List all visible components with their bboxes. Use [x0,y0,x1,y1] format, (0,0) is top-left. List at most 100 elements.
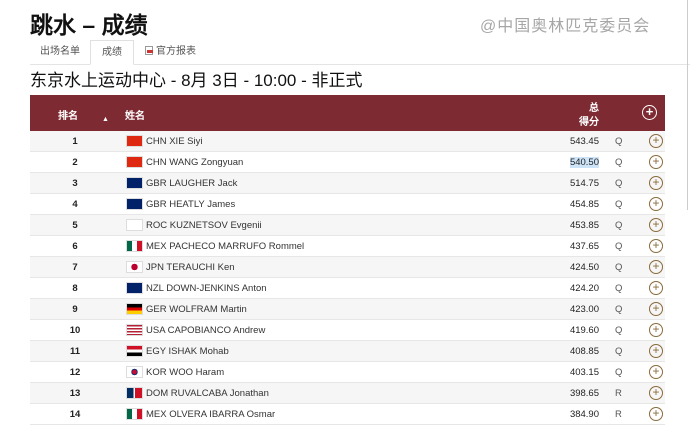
table-row[interactable]: 9 GER WOLFRAM Martin 423.00 Q + [30,299,665,320]
table-row[interactable]: 10 USA CAPOBIANCO Andrew 419.60 Q + [30,320,665,341]
table-row[interactable]: 12 KOR WOO Haram 403.15 Q + [30,362,665,383]
tab-results[interactable]: 成绩 [90,40,134,65]
rank: 8 [72,283,78,294]
watermark: @中国奥林匹克委员会 [480,18,651,35]
athlete-name[interactable]: MEX OLVERA IBARRA Osmar [146,409,276,420]
qualification-mark: Q [615,220,623,231]
athlete-name[interactable]: GER WOLFRAM Martin [146,304,247,315]
table-row[interactable]: 7 JPN TERAUCHI Ken 424.50 Q + [30,257,665,278]
flag-icon-egy [126,345,143,357]
expand-row-icon[interactable]: + [649,365,663,379]
header-total-2: 得分 [579,117,599,128]
qualification-mark: Q [615,262,623,273]
flag-icon-jpn [126,261,143,273]
qualification-mark: Q [615,157,623,168]
header-total-1: 总 [589,103,599,114]
athlete-name[interactable]: MEX PACHECO MARRUFO Rommel [146,241,305,252]
expand-row-icon[interactable]: + [649,344,663,358]
table-row[interactable]: 1 CHN XIE Siyi 543.45 Q + [30,131,665,152]
flag-icon-mex [126,408,143,420]
tab-start-list[interactable]: 出场名单 [40,46,80,57]
athlete-name[interactable]: EGY ISHAK Mohab [146,346,229,357]
qualification-mark: Q [615,178,623,189]
table-row[interactable]: 8 NZL DOWN-JENKINS Anton 424.20 Q + [30,278,665,299]
table-row[interactable]: 3 GBR LAUGHER Jack 514.75 Q + [30,173,665,194]
header-rank[interactable]: 排名 [58,111,78,122]
qualification-mark: Q [615,283,623,294]
qualification-mark: Q [615,325,623,336]
expand-row-icon[interactable]: + [649,323,663,337]
rank: 7 [72,262,78,273]
rank: 2 [72,157,78,168]
expand-row-icon[interactable]: + [649,239,663,253]
qualification-mark: Q [615,199,623,210]
expand-row-icon[interactable]: + [649,176,663,190]
athlete-name[interactable]: KOR WOO Haram [146,367,225,378]
page-title: 跳水 – 成绩 [30,12,148,38]
expand-row-icon[interactable]: + [649,218,663,232]
table-row[interactable]: 5 ROC KUZNETSOV Evgenii 453.85 Q + [30,215,665,236]
athlete-name[interactable]: CHN XIE Siyi [146,136,203,147]
total-score: 437.65 [569,241,599,252]
table-row[interactable]: 4 GBR HEATLY James 454.85 Q + [30,194,665,215]
tab-bar: 出场名单 成绩 官方报表 [30,40,690,65]
rank: 4 [72,199,78,210]
flag-icon-gbr [126,198,143,210]
qualification-mark: Q [615,304,623,315]
total-score: 403.15 [569,367,599,378]
scrollbar[interactable] [687,0,688,210]
qualification-mark: Q [615,367,623,378]
expand-row-icon[interactable]: + [649,302,663,316]
rank: 9 [72,304,78,315]
expand-all-icon[interactable]: + [642,105,657,120]
rank: 14 [69,409,81,420]
qualification-mark: Q [615,241,623,252]
flag-icon-mex [126,240,143,252]
athlete-name[interactable]: USA CAPOBIANCO Andrew [146,325,266,336]
expand-row-icon[interactable]: + [649,134,663,148]
expand-row-icon[interactable]: + [649,281,663,295]
expand-row-icon[interactable]: + [649,386,663,400]
total-score: 454.85 [569,199,599,210]
flag-icon-kor [126,366,143,378]
total-score: 384.90 [569,409,599,420]
expand-row-icon[interactable]: + [649,407,663,421]
qualification-mark: Q [615,346,623,357]
total-score: 543.45 [569,136,599,147]
flag-icon-usa [126,324,143,336]
total-score: 424.20 [569,283,599,294]
rank: 1 [72,136,78,147]
table-row[interactable]: 2 CHN WANG Zongyuan 540.50 Q + [30,152,665,173]
rank: 3 [72,178,78,189]
qualification-mark: Q [615,136,623,147]
sort-icon[interactable]: ▲ [102,116,109,123]
qualification-mark: R [615,409,622,420]
flag-icon-nzl [126,282,143,294]
rank: 13 [69,388,81,399]
athlete-name[interactable]: ROC KUZNETSOV Evgenii [146,220,262,231]
athlete-name[interactable]: CHN WANG Zongyuan [146,157,244,168]
tab-official-report[interactable]: 官方报表 [145,40,196,65]
athlete-name[interactable]: JPN TERAUCHI Ken [146,262,235,273]
total-score: 453.85 [569,220,599,231]
total-score: 540.50 [569,157,599,168]
table-row[interactable]: 13 DOM RUVALCABA Jonathan 398.65 R + [30,383,665,404]
flag-icon-dom [126,387,143,399]
header-name[interactable]: 姓名 [125,111,145,122]
expand-row-icon[interactable]: + [649,260,663,274]
expand-row-icon[interactable]: + [649,197,663,211]
athlete-name[interactable]: DOM RUVALCABA Jonathan [146,388,269,399]
qualification-mark: R [615,388,622,399]
rank: 6 [72,241,78,252]
event-subtitle: 东京水上运动中心 - 8月 3日 - 10:00 - 非正式 [30,71,363,90]
expand-row-icon[interactable]: + [649,155,663,169]
total-score: 419.60 [569,325,599,336]
athlete-name[interactable]: NZL DOWN-JENKINS Anton [146,283,267,294]
athlete-name[interactable]: GBR LAUGHER Jack [146,178,238,189]
table-row[interactable]: 14 MEX OLVERA IBARRA Osmar 384.90 R + [30,404,665,425]
table-row[interactable]: 6 MEX PACHECO MARRUFO Rommel 437.65 Q + [30,236,665,257]
athlete-name[interactable]: GBR HEATLY James [146,199,236,210]
table-row[interactable]: 11 EGY ISHAK Mohab 408.85 Q + [30,341,665,362]
table-header: 排名 ▲ 姓名 总 得分 + [30,95,665,131]
total-score: 514.75 [569,178,599,189]
